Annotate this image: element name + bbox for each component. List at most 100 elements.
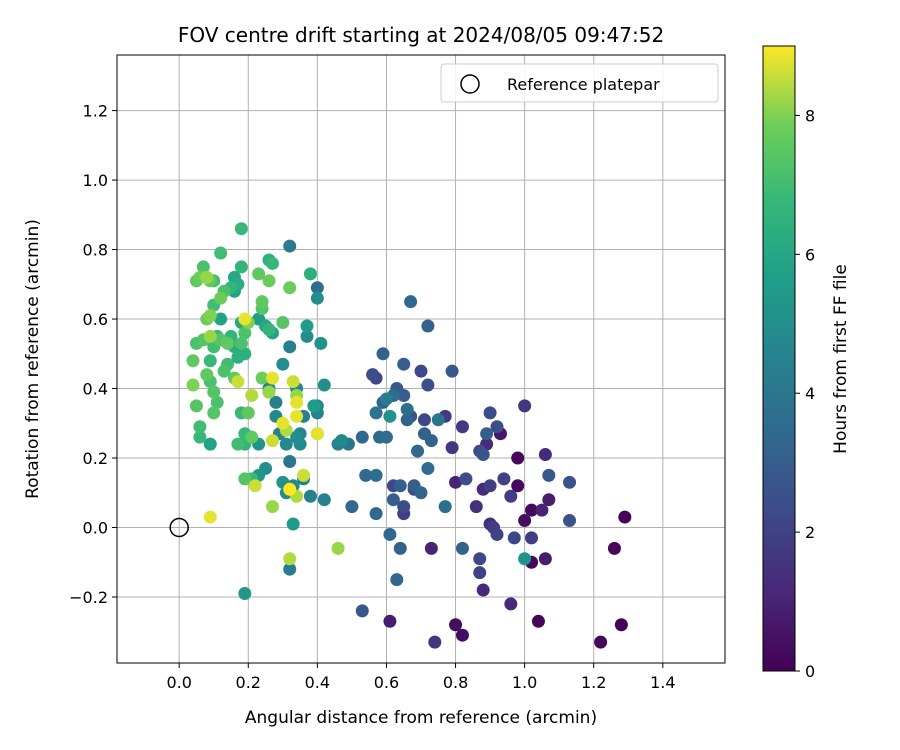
y-axis-ticks: −0.2 0.0 0.2 0.4 0.6 0.8 1.0 1.2 bbox=[69, 102, 117, 607]
data-point bbox=[245, 388, 259, 402]
y-tick-label: 0.8 bbox=[83, 241, 108, 260]
data-point bbox=[300, 329, 314, 343]
data-point bbox=[186, 354, 200, 368]
data-point bbox=[383, 527, 397, 541]
data-point bbox=[417, 413, 431, 427]
data-point bbox=[231, 375, 245, 389]
data-point bbox=[411, 444, 425, 458]
data-point bbox=[203, 309, 217, 323]
x-tick-label: 0.2 bbox=[236, 673, 261, 692]
data-point bbox=[231, 437, 245, 451]
data-point bbox=[369, 507, 383, 521]
y-tick-label: 1.2 bbox=[83, 102, 108, 121]
data-point bbox=[421, 378, 435, 392]
x-tick-label: 0.6 bbox=[374, 673, 399, 692]
data-point bbox=[269, 395, 283, 409]
y-axis-label: Rotation from reference (arcmin) bbox=[23, 219, 43, 499]
data-point bbox=[431, 413, 445, 427]
data-point bbox=[376, 347, 390, 361]
data-point bbox=[214, 312, 228, 326]
data-point bbox=[303, 489, 317, 503]
colorbar-tick-label: 0 bbox=[805, 662, 815, 681]
data-point bbox=[542, 468, 556, 482]
data-point bbox=[393, 541, 407, 555]
data-point bbox=[445, 441, 459, 455]
data-point bbox=[252, 267, 266, 281]
data-point bbox=[207, 385, 221, 399]
data-point bbox=[393, 479, 407, 493]
data-point bbox=[424, 541, 438, 555]
data-point bbox=[314, 336, 328, 350]
colorbar-tick-label: 8 bbox=[805, 106, 815, 125]
data-point bbox=[518, 552, 532, 566]
data-point bbox=[283, 340, 297, 354]
data-point bbox=[525, 531, 539, 545]
data-point bbox=[480, 427, 494, 441]
data-point bbox=[421, 319, 435, 333]
data-point bbox=[386, 493, 400, 507]
data-point bbox=[200, 270, 214, 284]
data-point bbox=[276, 316, 290, 330]
data-point bbox=[262, 274, 276, 288]
data-point bbox=[518, 514, 532, 528]
data-point bbox=[504, 597, 518, 611]
data-point bbox=[221, 336, 235, 350]
data-point bbox=[234, 336, 248, 350]
y-tick-label: 0.6 bbox=[83, 310, 108, 329]
data-point bbox=[563, 475, 577, 489]
data-point bbox=[186, 378, 200, 392]
data-point bbox=[290, 409, 304, 423]
data-point bbox=[445, 364, 459, 378]
data-point bbox=[238, 587, 252, 601]
data-point bbox=[303, 267, 317, 281]
plot-frame bbox=[116, 54, 726, 664]
y-tick-label: 0.2 bbox=[83, 449, 108, 468]
data-point bbox=[283, 454, 297, 468]
data-point bbox=[286, 517, 300, 531]
data-point bbox=[400, 402, 414, 416]
data-point bbox=[511, 451, 525, 465]
data-point bbox=[614, 618, 628, 632]
data-point bbox=[542, 493, 556, 507]
data-point bbox=[310, 427, 324, 441]
reference-point-marker bbox=[169, 517, 189, 538]
legend-box bbox=[440, 63, 719, 103]
data-point bbox=[483, 406, 497, 420]
data-point bbox=[355, 604, 369, 618]
data-point bbox=[193, 430, 207, 444]
data-point bbox=[297, 468, 311, 482]
data-point bbox=[379, 392, 393, 406]
data-point bbox=[231, 350, 245, 364]
data-point bbox=[203, 510, 217, 524]
data-point bbox=[207, 406, 221, 420]
legend-label: Reference platepar bbox=[507, 75, 660, 94]
data-point bbox=[400, 413, 414, 427]
data-point bbox=[193, 420, 207, 434]
data-point bbox=[214, 291, 228, 305]
data-point bbox=[359, 468, 373, 482]
data-point bbox=[217, 364, 231, 378]
data-point bbox=[455, 420, 469, 434]
x-tick-label: 0.0 bbox=[166, 673, 191, 692]
data-point bbox=[310, 281, 324, 295]
x-tick-label: 1.0 bbox=[512, 673, 537, 692]
colorbar-ticks: 0 2 4 6 8 bbox=[795, 106, 815, 681]
x-tick-label: 0.4 bbox=[305, 673, 330, 692]
data-point bbox=[248, 479, 262, 493]
legend: Reference platepar bbox=[440, 63, 719, 103]
data-point bbox=[210, 395, 224, 409]
data-point bbox=[507, 531, 521, 545]
data-point bbox=[355, 430, 369, 444]
data-point bbox=[255, 295, 269, 309]
data-point bbox=[538, 552, 552, 566]
data-point bbox=[214, 246, 228, 260]
data-point bbox=[203, 437, 217, 451]
data-point bbox=[286, 375, 300, 389]
data-point bbox=[238, 312, 252, 326]
colorbar: 0 2 4 6 8 Hours from first FF file bbox=[762, 45, 851, 681]
data-point bbox=[397, 388, 411, 402]
data-point bbox=[414, 486, 428, 500]
data-point bbox=[511, 479, 525, 493]
data-point bbox=[525, 503, 539, 517]
